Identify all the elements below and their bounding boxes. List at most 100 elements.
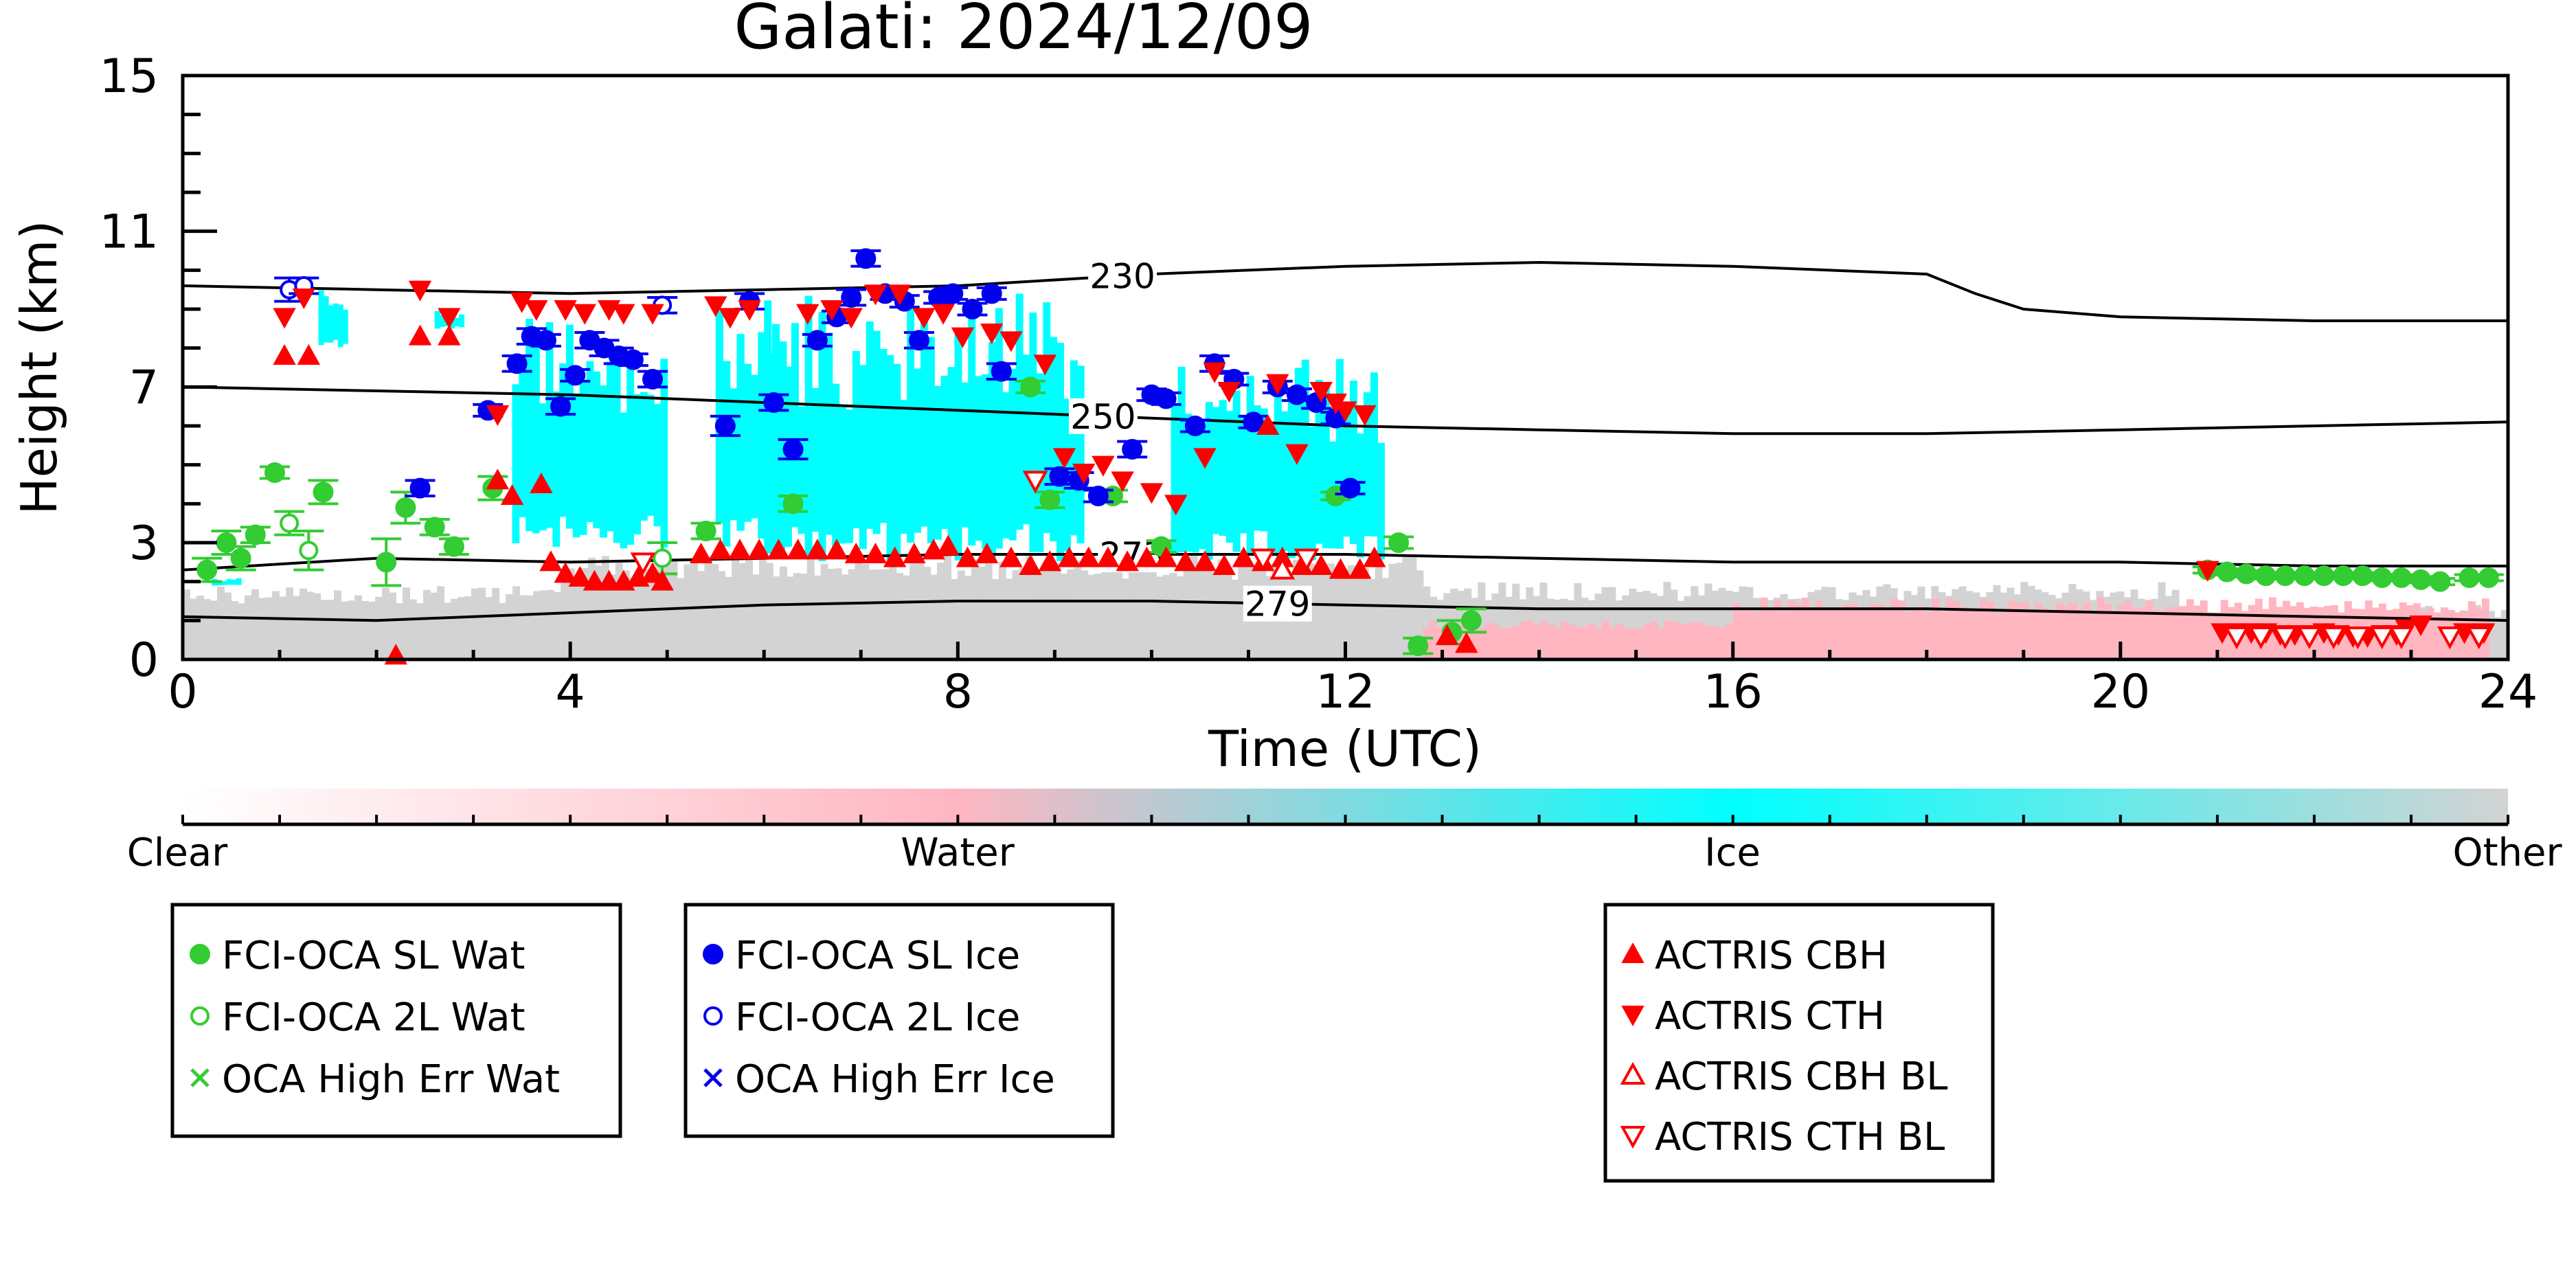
classification-column <box>439 315 445 327</box>
marker-circle-filled <box>782 493 804 515</box>
classification-column <box>559 363 567 517</box>
classification-column <box>1877 605 1885 659</box>
classification-column <box>224 592 231 659</box>
legend-item: ACTRIS CBH <box>1621 934 1888 978</box>
classification-column <box>1280 411 1289 551</box>
marker-triangle-up-filled <box>883 546 907 567</box>
classification-column <box>1546 624 1555 659</box>
marker-triangle-up-filled <box>747 539 771 560</box>
marker-triangle-up-filled <box>825 539 848 560</box>
classification-column <box>1301 359 1309 550</box>
legend-item: FCI-OCA SL Ice <box>703 934 1020 978</box>
classification-column <box>226 579 232 585</box>
y-axis-label: Height (km) <box>10 221 68 515</box>
marker-triangle-down-filled <box>863 284 888 306</box>
classification-column <box>434 310 440 329</box>
legend-label: OCA High Err Wat <box>222 1057 560 1102</box>
classification-column <box>279 596 286 659</box>
classification-column <box>368 601 376 659</box>
legend-label: ACTRIS CTH <box>1655 994 1885 1039</box>
marker-triangle-up-filled <box>1348 558 1372 579</box>
classification-column <box>923 567 931 659</box>
marker-triangle-down-filled <box>888 284 912 306</box>
legend-item: ACTRIS CTH <box>1621 994 1885 1039</box>
marker-triangle-down-open <box>2466 626 2492 650</box>
marker-triangle-up-filled <box>936 534 960 556</box>
classification-column <box>1519 621 1527 659</box>
classification-column <box>1335 359 1344 549</box>
classification-column <box>2193 605 2201 659</box>
classification-column <box>2151 609 2160 659</box>
classification-column <box>183 589 190 659</box>
classification-column <box>872 330 881 534</box>
marker-circle-filled <box>409 477 431 499</box>
marker-circle-filled <box>313 482 334 503</box>
legend-label: OCA High Err Ice <box>735 1057 1055 1102</box>
classification-column <box>1671 621 1679 659</box>
classification-column <box>1726 622 1734 659</box>
classification-column <box>221 581 227 585</box>
classification-column <box>646 394 655 516</box>
marker-circle-filled <box>642 369 664 389</box>
contour-line-279 <box>183 600 2508 622</box>
classification-column <box>532 330 540 534</box>
classification-column <box>231 579 237 585</box>
classification-column <box>1210 572 1219 659</box>
marker-triangle-up-filled <box>806 539 829 560</box>
classification-column <box>1326 563 1335 659</box>
classification-column <box>2213 612 2222 659</box>
classification-column <box>1224 567 1232 659</box>
marker-triangle-up-filled <box>728 539 752 560</box>
classification-column <box>626 361 635 545</box>
classification-column <box>1650 622 1658 659</box>
classification-column <box>2172 607 2180 659</box>
classification-column <box>471 588 479 659</box>
marker-triangle-up-filled <box>999 546 1023 567</box>
classification-column <box>947 367 956 549</box>
marker-circle-filled <box>1184 416 1206 436</box>
legend-box <box>683 903 1115 1138</box>
x-tick-label: 4 <box>556 665 585 719</box>
classification-column <box>832 383 840 551</box>
classification-column <box>855 563 863 659</box>
classification-column <box>758 332 766 539</box>
classification-column <box>730 388 738 521</box>
classification-column <box>1333 566 1342 659</box>
marker-circle-filled <box>2371 567 2393 588</box>
classification-column <box>1361 568 1369 659</box>
marker-circle-filled <box>1087 486 1109 506</box>
classification-column <box>660 359 668 548</box>
marker-triangle-up-filled <box>1038 550 1062 572</box>
classification-band-other <box>183 586 562 659</box>
axes: 0 4 8 12 16 20 24 0 3 7 11 15 <box>99 49 2538 719</box>
classification-column <box>396 603 403 659</box>
marker-triangle-down-filled <box>912 308 936 329</box>
classification-column <box>1184 414 1193 552</box>
classification-column <box>1491 624 1500 659</box>
classification-column <box>1684 623 1693 659</box>
marker-circle-filled <box>1286 384 1307 405</box>
classification-column <box>1829 607 1837 659</box>
classification-column <box>1225 411 1234 543</box>
classification-column <box>1322 382 1330 549</box>
classification-column <box>2110 611 2119 659</box>
classification-column <box>512 384 520 543</box>
legend-item: FCI-OCA 2L Wat <box>190 995 526 1040</box>
classification-column <box>988 341 996 561</box>
classification-column <box>1897 601 1906 659</box>
classification-column <box>1657 628 1665 659</box>
classification-column <box>2007 600 2015 659</box>
classification-column <box>453 317 460 327</box>
legend-label: ACTRIS CBH BL <box>1655 1054 1947 1099</box>
classification-column <box>1340 569 1348 659</box>
classification-column <box>1171 405 1179 554</box>
marker-circle-filled <box>2478 567 2499 588</box>
classification-column <box>1980 600 1988 659</box>
classification-column <box>800 574 808 659</box>
marker-triangle-down-open <box>2272 626 2298 650</box>
classification-column <box>2206 612 2215 659</box>
classification-column <box>1375 567 1383 659</box>
classification-column <box>841 574 849 659</box>
classification-column <box>2021 601 2029 659</box>
